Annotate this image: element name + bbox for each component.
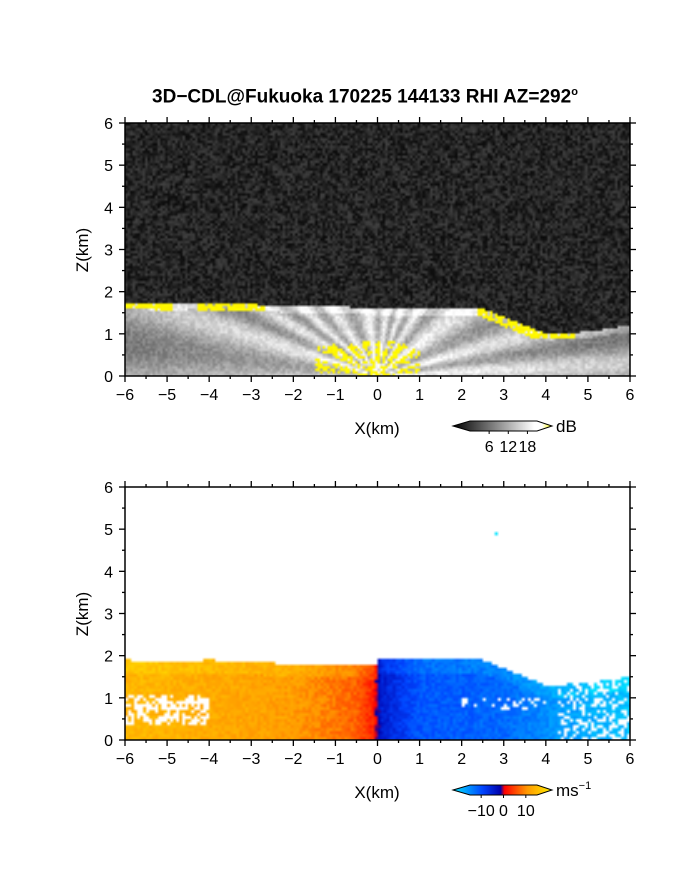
y-tick-label: 0 [104, 733, 113, 750]
colorbar-tick-label: 12 [499, 439, 517, 456]
y-axis-label: Z(km) [73, 228, 92, 272]
y-tick-label: 5 [104, 158, 113, 175]
chart-title: 3D−CDL@Fukuoka 170225 144133 RHI AZ=292o [152, 86, 578, 108]
x-tick-label: −2 [284, 751, 302, 768]
colorbar-tick-label: 18 [519, 439, 537, 456]
x-tick-label: 0 [373, 387, 382, 404]
colorbar-unit: ms−1 [556, 780, 591, 800]
snr-heatmap [125, 123, 630, 376]
x-tick-label: 4 [541, 751, 550, 768]
colorbar-tick-label: 0 [499, 803, 508, 820]
y-tick-label: 6 [104, 116, 113, 133]
colorbar-ticks: −10 0 10 [468, 795, 535, 820]
x-tick-label: 1 [415, 751, 424, 768]
x-tick-label: 2 [457, 387, 466, 404]
axis-ticks: −6 −5 −4 −3 −2 −1 0 1 2 3 4 5 6 0 1 2 3 4 5 6 [104, 480, 636, 768]
colorbar-tick-label: 10 [517, 803, 535, 820]
x-tick-label: −1 [326, 751, 344, 768]
x-tick-label: −3 [242, 387, 260, 404]
y-tick-label: 1 [104, 327, 113, 344]
y-tick-label: 2 [104, 649, 113, 666]
y-tick-label: 4 [104, 564, 113, 581]
colorbar-tick-label: −10 [468, 803, 495, 820]
y-tick-label: 1 [104, 691, 113, 708]
y-tick-label: 3 [104, 243, 113, 260]
y-tick-label: 3 [104, 607, 113, 624]
x-tick-label: −4 [200, 751, 218, 768]
snr-colorbar: 6 12 18 dB [451, 417, 577, 456]
x-tick-label: 0 [373, 751, 382, 768]
x-tick-label: 6 [626, 387, 635, 404]
x-tick-label: −3 [242, 751, 260, 768]
y-tick-label: 2 [104, 285, 113, 302]
x-tick-label: 1 [415, 387, 424, 404]
axis-ticks: −6 −5 −4 −3 −2 −1 0 1 2 3 4 5 6 0 1 2 3 4 5 6 [104, 116, 636, 404]
y-tick-label: 6 [104, 480, 113, 497]
y-tick-label: 4 [104, 200, 113, 217]
x-tick-label: 4 [541, 387, 550, 404]
x-tick-label: 5 [583, 751, 592, 768]
colorbar-tick-label: 6 [485, 439, 494, 456]
x-tick-label: −5 [158, 751, 176, 768]
x-axis-label: X(km) [354, 783, 399, 802]
velocity-heatmap [125, 487, 630, 740]
x-tick-label: −2 [284, 387, 302, 404]
colorbar-ticks: 6 12 18 [485, 431, 537, 456]
x-tick-label: 6 [626, 751, 635, 768]
colorbar-unit: dB [556, 417, 577, 436]
y-tick-label: 5 [104, 522, 113, 539]
velocity-colorbar: −10 0 10 ms−1 [451, 780, 591, 820]
x-axis-label: X(km) [354, 419, 399, 438]
x-tick-label: −1 [326, 387, 344, 404]
x-tick-label: 3 [499, 751, 508, 768]
x-tick-label: −5 [158, 387, 176, 404]
x-tick-label: −6 [116, 387, 134, 404]
y-axis-label: Z(km) [73, 592, 92, 636]
x-tick-label: 3 [499, 387, 508, 404]
x-tick-label: 2 [457, 751, 466, 768]
x-tick-label: 5 [583, 387, 592, 404]
x-tick-label: −4 [200, 387, 218, 404]
y-tick-label: 0 [104, 369, 113, 386]
x-tick-label: −6 [116, 751, 134, 768]
